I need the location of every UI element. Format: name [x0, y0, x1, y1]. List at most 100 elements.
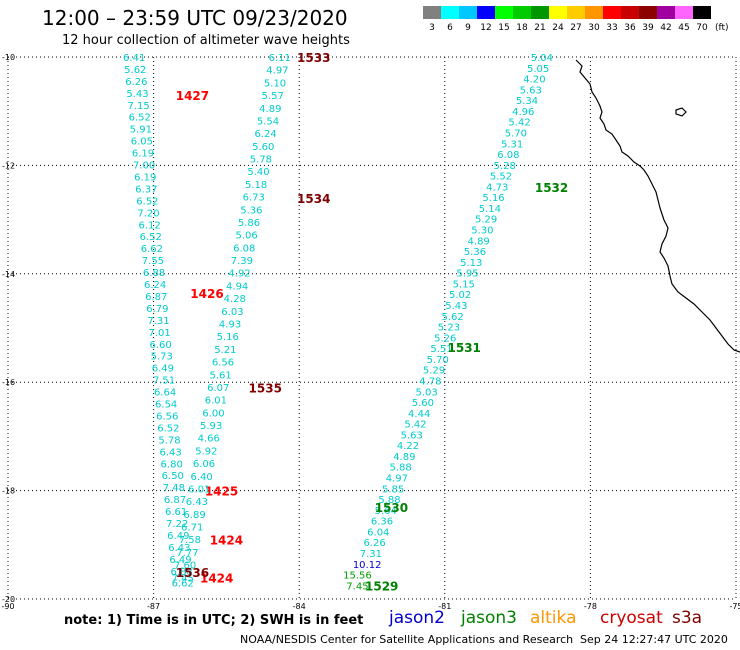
swh-value: 4.92 [228, 269, 250, 280]
legend-swatch [675, 6, 693, 19]
swh-value: 5.04 [531, 53, 553, 64]
swh-value: 7.48 [163, 483, 185, 494]
coastline [575, 59, 740, 353]
swh-value: 5.86 [238, 218, 260, 229]
swh-value: 4.44 [408, 409, 430, 420]
swh-value: 6.40 [191, 472, 213, 483]
swh-value: 6.87 [145, 292, 167, 303]
swh-value: 7.15 [127, 101, 149, 112]
swh-value: 5.21 [214, 345, 236, 356]
swh-value: 5.16 [217, 332, 239, 343]
swh-value: 4.97 [386, 474, 408, 485]
swh-value: 7.51 [153, 376, 175, 387]
swh-value: 7.20 [137, 208, 159, 219]
swh-value: 6.26 [363, 538, 385, 549]
swh-value: 6.62 [172, 579, 194, 590]
track-1427-1424: 6.415.626.265.437.156.525.916.056.197.00… [123, 53, 243, 590]
pass-time-label: 1530 [375, 501, 408, 515]
legend-unit: (ft) [715, 23, 729, 33]
swh-value: 7.39 [231, 256, 253, 267]
altimeter-tracks: 6.415.626.265.437.156.525.916.056.197.00… [123, 51, 568, 593]
pass-time-label: 1531 [448, 341, 481, 355]
credit-timestamp: Sep 24 12:27:47 UTC 2020 [580, 633, 728, 646]
lon-tick-label: -87 [147, 602, 160, 611]
swh-value: 5.88 [389, 463, 411, 474]
color-legend: 3 6 9 12 15 18 21 24 27 30 33 36 39 42 45 70 (ft) [423, 6, 729, 33]
map-subtitle: 12 hour collection of altimeter wave hei… [62, 33, 350, 48]
legend-label: 9 [465, 23, 471, 33]
swh-value: 6.19 [134, 172, 156, 183]
swh-value: 7.60 [174, 561, 196, 572]
lat-tick-label: -10 [2, 53, 15, 62]
swh-value: 5.23 [438, 323, 460, 334]
swh-value: 5.62 [124, 65, 146, 76]
legend-label: 33 [606, 23, 617, 33]
pass-time-label: 1532 [535, 181, 568, 195]
swh-value: 5.42 [404, 420, 426, 431]
swh-value: 5.30 [471, 226, 493, 237]
swh-value: 6.41 [123, 53, 145, 64]
swh-value: 6.49 [169, 555, 191, 566]
swh-value: 6.80 [161, 459, 183, 470]
swh-value: 7.77 [176, 548, 198, 559]
legend-swatch [531, 6, 549, 19]
lon-tick-label: -90 [1, 602, 14, 611]
swh-value: 5.63 [401, 430, 423, 441]
pass-time-label: 1536 [176, 566, 209, 580]
swh-value: 15.56 [343, 571, 372, 582]
swh-value: 6.52 [140, 232, 162, 243]
swh-value: 6.52 [129, 113, 151, 124]
swh-value: 5.42 [508, 118, 530, 129]
swh-value: 4.78 [419, 376, 441, 387]
swh-value: 7.31 [360, 549, 382, 560]
swh-value: 6.08 [233, 243, 255, 254]
swh-value: 4.28 [224, 294, 246, 305]
legend-swatch [603, 6, 621, 19]
legend-swatch [585, 6, 603, 19]
legend-swatch [567, 6, 585, 19]
swh-value: 6.08 [497, 150, 519, 161]
coastline-path [575, 59, 740, 353]
legend-label: 6 [447, 23, 453, 33]
footnote: note: 1) Time is in UTC; 2) SWH is in fe… [64, 613, 364, 628]
track-1533-1536: 6.11 4.975.10 5.57 4.895.54 6.24 5.60 5.785.40… [172, 51, 331, 584]
legend-label: 70 [696, 23, 708, 33]
swh-value: 5.73 [151, 352, 173, 363]
swh-value: 5.28 [494, 161, 516, 172]
swh-value: 6.07 [207, 383, 229, 394]
swh-value: 6.19 [132, 149, 154, 160]
legend-label: 45 [678, 23, 689, 33]
swh-value: 5.18 [245, 180, 267, 191]
pass-time-label: 1535 [249, 382, 282, 396]
swh-value: 5.54 [257, 116, 279, 127]
satellite-jason3: jason3 [461, 608, 517, 628]
swh-value: 6.37 [135, 184, 157, 195]
pass-time-label: 1425 [205, 485, 238, 499]
swh-value: 5.34 [516, 96, 538, 107]
pass-time-label: 1424 [210, 533, 243, 547]
legend-swatch [657, 6, 675, 19]
legend-label: 36 [624, 23, 636, 33]
swh-value: 6.52 [136, 196, 158, 207]
swh-value: 6.52 [157, 423, 179, 434]
swh-value: 6.64 [154, 388, 176, 399]
swh-value: 5.95 [456, 269, 478, 280]
island-path [675, 107, 687, 117]
swh-value: 6.56 [212, 358, 234, 369]
lat-tick-label: -12 [2, 161, 15, 170]
swh-value: 5.29 [423, 366, 445, 377]
lat-tick-label: -18 [2, 487, 15, 496]
legend-label: 18 [516, 23, 528, 33]
swh-value: 4.96 [512, 107, 534, 118]
credit-line: NOAA/NESDIS Center for Satellite Applica… [240, 633, 574, 646]
swh-value: 4.94 [226, 281, 248, 292]
lon-tick-label: -81 [438, 602, 451, 611]
swh-value: 6.43 [159, 447, 181, 458]
swh-value: 4.89 [259, 104, 281, 115]
lat-lon-grid: -10 -12 -14 -16 -18 -20-90 -87 -84 -81 -78 -75 [1, 53, 740, 611]
swh-value: 4.66 [198, 434, 220, 445]
swh-value: 5.52 [490, 172, 512, 183]
swh-value: 6.56 [156, 411, 178, 422]
swh-value: 5.51 [430, 344, 452, 355]
swh-value: 5.40 [247, 167, 269, 178]
